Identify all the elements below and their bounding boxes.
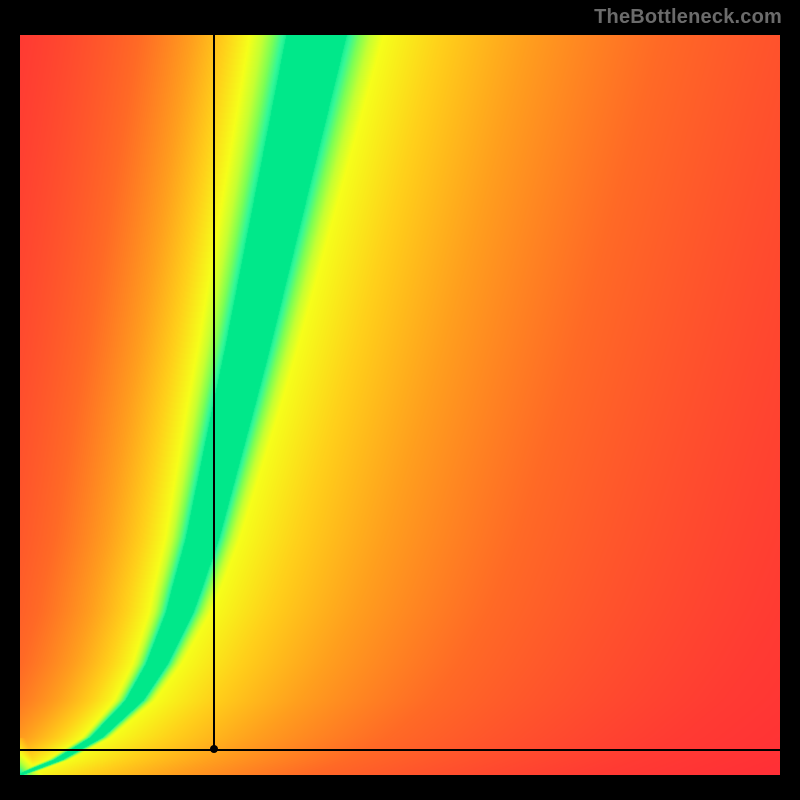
vertical-guide-line <box>213 35 215 751</box>
heatmap-canvas <box>20 35 780 775</box>
plot-area <box>20 35 780 775</box>
marker-dot <box>210 745 218 753</box>
x-axis-line <box>20 749 780 751</box>
figure-root: TheBottleneck.com <box>0 0 800 800</box>
watermark-text: TheBottleneck.com <box>594 6 782 29</box>
